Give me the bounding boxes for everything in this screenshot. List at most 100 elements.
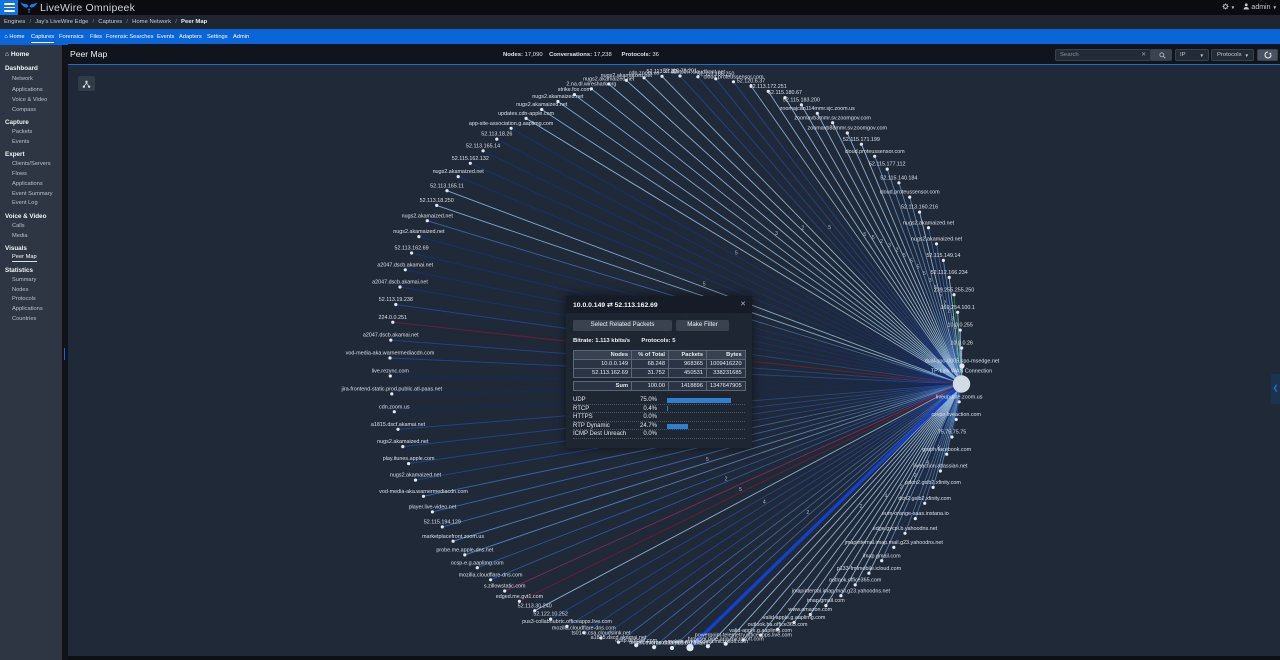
svg-text:nugs2.akamaized.net: nugs2.akamaized.net xyxy=(601,73,653,79)
svg-text:4: 4 xyxy=(926,460,929,466)
svg-text:5: 5 xyxy=(863,232,866,238)
svg-text:52.113.165.14: 52.113.165.14 xyxy=(466,143,500,149)
svg-text:2: 2 xyxy=(937,446,940,452)
svg-text:a1815.dscd.akamai.net: a1815.dscd.akamai.net xyxy=(591,635,647,641)
svg-text:zoomajcan114mmr.sjc.zoom.us: zoomajcan114mmr.sjc.zoom.us xyxy=(780,106,855,112)
svg-text:nugs2.akamaized.net: nugs2.akamaized.net xyxy=(433,169,485,175)
svg-text:imap.gmail.com: imap.gmail.com xyxy=(807,598,845,604)
svg-text:nugs2.akamaized.net: nugs2.akamaized.net xyxy=(377,439,429,445)
svg-text:pdcn2.gslb2.xfinity.com: pdcn2.gslb2.xfinity.com xyxy=(905,480,961,486)
svg-text:52.115.149.14: 52.115.149.14 xyxy=(926,253,960,259)
svg-text:ts01-b.csa.cloudslink.net: ts01-b.csa.cloudslink.net xyxy=(571,631,631,637)
svg-text:3: 3 xyxy=(888,243,891,249)
svg-text:powerpoint-telemetry.officeapp: powerpoint-telemetry.officeapps.live.com xyxy=(695,633,793,639)
svg-text:52.115.194.129: 52.115.194.129 xyxy=(424,520,461,526)
svg-text:nugs2.akamaized.net: nugs2.akamaized.net xyxy=(402,213,454,219)
svg-text:valid-apple.g.aaplimg.com: valid-apple.g.aaplimg.com xyxy=(763,615,826,621)
svg-text:3: 3 xyxy=(775,231,778,237)
svg-text:224.0.0.251: 224.0.0.251 xyxy=(379,315,407,321)
svg-text:10.0.0.255: 10.0.0.255 xyxy=(947,323,972,329)
svg-text:52.120.6.37: 52.120.6.37 xyxy=(737,79,765,85)
svg-text:teams.microsoft.com: teams.microsoft.com xyxy=(629,640,679,646)
svg-text:cloud.proteussensor.com: cloud.proteussensor.com xyxy=(845,149,905,155)
svg-text:a1815.dscf.akamai.net: a1815.dscf.akamai.net xyxy=(371,422,426,428)
svg-text:cloud.proteussensor.com: cloud.proteussensor.com xyxy=(704,74,764,80)
svg-text:52.115.180.67: 52.115.180.67 xyxy=(768,90,802,96)
svg-text:5: 5 xyxy=(959,352,962,358)
svg-text:csvpn.liveaction.com: csvpn.liveaction.com xyxy=(931,412,981,418)
svg-text:dual-spo-0005.spo-msedge.net: dual-spo-0005.spo-msedge.net xyxy=(925,359,1000,365)
svg-text:liveaction.atlassian.net: liveaction.atlassian.net xyxy=(913,464,968,470)
svg-text:52.115.140.184: 52.115.140.184 xyxy=(880,175,917,181)
svg-text:52.113.165.11: 52.113.165.11 xyxy=(430,183,464,189)
svg-text:edged.me.gvt1.com: edged.me.gvt1.com xyxy=(496,594,544,600)
svg-text:2: 2 xyxy=(860,504,863,510)
svg-text:play.itunes.apple.com: play.itunes.apple.com xyxy=(383,456,435,462)
svg-text:2: 2 xyxy=(914,473,917,479)
svg-text:5: 5 xyxy=(828,225,831,231)
svg-text:52.113.30.240: 52.113.30.240 xyxy=(518,603,552,609)
svg-text:52.115.177.112: 52.115.177.112 xyxy=(869,162,906,168)
svg-text:TP-Link WAN Connection: TP-Link WAN Connection xyxy=(931,369,992,375)
svg-text:ocsp-e.g.aaplimg.com: ocsp-e.g.aaplimg.com xyxy=(451,560,504,566)
svg-text:nugs2.akamaized.net: nugs2.akamaized.net xyxy=(390,473,442,479)
svg-text:5: 5 xyxy=(735,251,738,257)
svg-text:52.113.78.201: 52.113.78.201 xyxy=(663,69,697,75)
svg-text:eum-orange-saas.instana.io: eum-orange-saas.instana.io xyxy=(882,511,949,517)
svg-text:52.113.162.69: 52.113.162.69 xyxy=(395,246,429,252)
svg-text:d2vts0l7.cloudfront.net: d2vts0l7.cloudfront.net xyxy=(671,69,726,75)
svg-text:pus3-collabhubrtc.officeapps.l: pus3-collabhubrtc.officeapps.live.com xyxy=(522,619,612,625)
svg-text:52.113.18.26: 52.113.18.26 xyxy=(481,132,512,138)
svg-text:2: 2 xyxy=(944,300,947,306)
svg-text:10.0.0.26: 10.0.0.26 xyxy=(950,341,972,347)
svg-text:p133-fmfmobile.icloud.com: p133-fmfmobile.icloud.com xyxy=(837,566,902,572)
svg-text:2: 2 xyxy=(801,225,804,231)
svg-text:2: 2 xyxy=(725,476,728,482)
svg-text:zoomavb3mmr.sv.zoomgov.com: zoomavb3mmr.sv.zoomgov.com xyxy=(794,115,871,121)
svg-text:vod-media-aka.warnermediacdn.c: vod-media-aka.warnermediacdn.com xyxy=(379,489,468,495)
svg-text:2: 2 xyxy=(880,239,883,245)
svg-text:ocsp.digicert.com: ocsp.digicert.com xyxy=(615,638,657,644)
svg-text:2: 2 xyxy=(948,308,951,314)
svg-text:52.115.171.199: 52.115.171.199 xyxy=(843,137,880,143)
svg-text:jmapinternal.imap.mail.g23.yah: jmapinternal.imap.mail.g23.yahoodns.net xyxy=(791,588,891,594)
svg-text:52.113.27.33: 52.113.27.33 xyxy=(646,69,677,75)
svg-text:app-site-association.g.aaplimg: app-site-association.g.aaplimg.com xyxy=(469,121,554,127)
svg-text:graph.facebook.com: graph.facebook.com xyxy=(922,447,971,453)
svg-text:updates.cdn-apple.com: updates.cdn-apple.com xyxy=(498,111,555,117)
svg-text:s.zillowstatic.com: s.zillowstatic.com xyxy=(484,584,526,590)
svg-text:jmapinternal.imap.mail.g23.yah: jmapinternal.imap.mail.g23.yahoodns.net xyxy=(844,540,944,546)
svg-text:player.live-video.net: player.live-video.net xyxy=(409,505,457,511)
svg-text:vod-media-aka.warnermediacdn.c: vod-media-aka.warnermediacdn.com xyxy=(346,351,435,357)
svg-text:cloud.proteussensor.com: cloud.proteussensor.com xyxy=(880,190,940,196)
svg-text:probe.me.apple-dns.net: probe.me.apple-dns.net xyxy=(436,548,493,554)
svg-text:3: 3 xyxy=(929,278,932,284)
svg-text:75.75.75.75: 75.75.75.75 xyxy=(938,430,966,436)
svg-text:5: 5 xyxy=(739,487,742,493)
svg-text:2.na.dl.wireshark.org: 2.na.dl.wireshark.org xyxy=(566,81,616,87)
svg-text:5: 5 xyxy=(706,457,709,463)
svg-text:5: 5 xyxy=(954,325,957,331)
svg-text:edge.gycpi.b.yahoodns.net: edge.gycpi.b.yahoodns.net xyxy=(873,526,938,532)
svg-text:5: 5 xyxy=(910,259,913,265)
svg-text:self.events.data.microsoft.com: self.events.data.microsoft.com xyxy=(636,641,709,647)
svg-text:5: 5 xyxy=(923,271,926,277)
svg-text:169.254.100.1: 169.254.100.1 xyxy=(940,305,974,311)
svg-text:4: 4 xyxy=(763,500,766,506)
svg-text:a2047.dscb.akamai.net: a2047.dscb.akamai.net xyxy=(372,280,428,286)
svg-text:2: 2 xyxy=(896,248,899,254)
svg-text:a2047.dscb.akamai.net: a2047.dscb.akamai.net xyxy=(377,262,433,268)
svg-text:valid-apple.g.aaplimg.com: valid-apple.g.aaplimg.com xyxy=(729,628,792,634)
svg-text:52.113.166.250: 52.113.166.250 xyxy=(697,71,734,77)
svg-text:4: 4 xyxy=(884,494,887,500)
svg-text:5: 5 xyxy=(703,282,706,288)
svg-text:52.115.183.200: 52.115.183.200 xyxy=(783,98,820,104)
svg-text:mobile.events.data.microsoft.c: mobile.events.data.microsoft.com xyxy=(668,639,749,645)
svg-text:52.113.18.250: 52.113.18.250 xyxy=(420,198,454,204)
svg-text:5: 5 xyxy=(872,235,875,241)
svg-text:4: 4 xyxy=(958,343,961,349)
svg-text:5: 5 xyxy=(939,293,942,299)
svg-text:nugs2.akamaized.net: nugs2.akamaized.net xyxy=(903,220,955,226)
svg-text:marketplacefront.zoom.us: marketplacefront.zoom.us xyxy=(422,534,484,540)
svg-text:5: 5 xyxy=(934,285,937,291)
